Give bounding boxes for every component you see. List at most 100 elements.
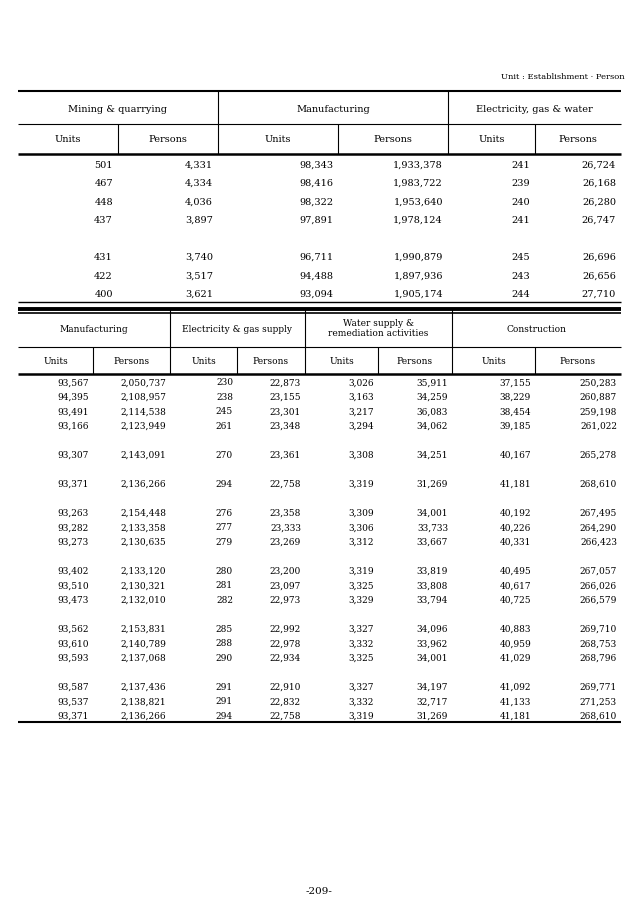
- Text: 23,348: 23,348: [270, 421, 301, 431]
- Text: 264,290: 264,290: [580, 523, 617, 532]
- Text: 93,491: 93,491: [58, 407, 89, 416]
- Text: 240: 240: [511, 198, 530, 207]
- Text: 40,167: 40,167: [499, 451, 531, 460]
- Text: Manufacturing: Manufacturing: [296, 105, 370, 115]
- Text: 261: 261: [216, 421, 233, 431]
- Text: 3,026: 3,026: [348, 378, 374, 387]
- Text: 40,959: 40,959: [499, 639, 531, 649]
- Text: 27,710: 27,710: [581, 290, 616, 299]
- Text: 93,282: 93,282: [58, 523, 89, 532]
- Text: 3,517: 3,517: [185, 272, 213, 281]
- Text: 244: 244: [511, 290, 530, 299]
- Text: 1,990,879: 1,990,879: [394, 253, 443, 262]
- Text: 3,163: 3,163: [348, 393, 374, 402]
- Text: 4,334: 4,334: [185, 179, 213, 188]
- Text: 2,143,091: 2,143,091: [120, 451, 166, 460]
- Text: 26,168: 26,168: [582, 179, 616, 188]
- Text: 266,579: 266,579: [580, 596, 617, 604]
- Text: Unit : Establishment · Person: Unit : Establishment · Person: [502, 73, 625, 81]
- Text: 268,610: 268,610: [580, 480, 617, 489]
- Text: 40,495: 40,495: [499, 566, 531, 576]
- Text: 93,593: 93,593: [58, 653, 89, 663]
- Text: 268,796: 268,796: [580, 653, 617, 663]
- Text: 267,495: 267,495: [580, 509, 617, 517]
- Text: 3,308: 3,308: [348, 451, 374, 460]
- Text: 259,198: 259,198: [580, 407, 617, 416]
- Text: 268,610: 268,610: [580, 711, 617, 721]
- Text: 26,656: 26,656: [582, 272, 616, 281]
- Text: 2,153,831: 2,153,831: [120, 625, 166, 634]
- Text: 36,083: 36,083: [417, 407, 448, 416]
- Text: 23,097: 23,097: [270, 581, 301, 590]
- Text: Persons: Persons: [114, 357, 150, 366]
- Text: 26,747: 26,747: [581, 216, 616, 225]
- Text: 422: 422: [94, 272, 113, 281]
- Text: 93,610: 93,610: [58, 639, 89, 649]
- Text: 437: 437: [94, 216, 113, 225]
- Text: 3,740: 3,740: [185, 253, 213, 262]
- Text: Persons: Persons: [374, 136, 412, 144]
- Text: Units: Units: [265, 136, 291, 144]
- Text: 3,332: 3,332: [349, 698, 374, 706]
- Text: 93,094: 93,094: [299, 290, 333, 299]
- Text: 266,423: 266,423: [580, 538, 617, 547]
- Text: 241: 241: [511, 161, 530, 170]
- Text: 93,587: 93,587: [58, 683, 89, 692]
- Text: 37,155: 37,155: [499, 378, 531, 387]
- Text: -209-: -209-: [305, 887, 332, 896]
- Text: 2,108,957: 2,108,957: [120, 393, 166, 402]
- Text: 34,197: 34,197: [417, 683, 448, 692]
- Text: 3,217: 3,217: [348, 407, 374, 416]
- Text: 276: 276: [216, 509, 233, 517]
- Text: 39,185: 39,185: [499, 421, 531, 431]
- Text: Units: Units: [55, 136, 81, 144]
- Text: 501: 501: [95, 161, 113, 170]
- Text: 3,306: 3,306: [348, 523, 374, 532]
- Text: 245: 245: [511, 253, 530, 262]
- Text: 291: 291: [216, 698, 233, 706]
- Text: 2,123,949: 2,123,949: [120, 421, 166, 431]
- Text: 41,092: 41,092: [500, 683, 531, 692]
- Text: 98,416: 98,416: [299, 179, 333, 188]
- Text: 2,130,635: 2,130,635: [120, 538, 166, 547]
- Text: 1,897,936: 1,897,936: [394, 272, 443, 281]
- Text: Manufacturing: Manufacturing: [59, 324, 128, 334]
- Text: Persons: Persons: [148, 136, 187, 144]
- Text: 98,343: 98,343: [299, 161, 333, 170]
- Text: 38,229: 38,229: [500, 393, 531, 402]
- Text: 3,621: 3,621: [185, 290, 213, 299]
- Text: 261,022: 261,022: [580, 421, 617, 431]
- Text: Electricity & gas supply: Electricity & gas supply: [183, 324, 293, 334]
- Text: 4,036: 4,036: [185, 198, 213, 207]
- Text: 23,301: 23,301: [270, 407, 301, 416]
- Text: 2,136,266: 2,136,266: [120, 480, 166, 489]
- Text: 40,192: 40,192: [500, 509, 531, 517]
- Text: 93,510: 93,510: [58, 581, 89, 590]
- Text: Persons: Persons: [560, 357, 596, 366]
- Text: 3,327: 3,327: [348, 683, 374, 692]
- Text: 3,325: 3,325: [348, 653, 374, 663]
- Text: Electricity, gas & water: Electricity, gas & water: [476, 105, 593, 115]
- Text: 26,724: 26,724: [581, 161, 616, 170]
- Text: 241: 241: [511, 216, 530, 225]
- Text: 41,181: 41,181: [499, 711, 531, 721]
- Text: 34,259: 34,259: [417, 393, 448, 402]
- Text: 270: 270: [216, 451, 233, 460]
- Text: 41,133: 41,133: [500, 698, 531, 706]
- Text: 2,050,737: 2,050,737: [120, 378, 166, 387]
- Text: Units: Units: [478, 136, 505, 144]
- Text: 1,953,640: 1,953,640: [394, 198, 443, 207]
- Text: 22,934: 22,934: [270, 653, 301, 663]
- Text: 2,140,789: 2,140,789: [120, 639, 166, 649]
- Text: 288: 288: [216, 639, 233, 649]
- Text: 22,973: 22,973: [270, 596, 301, 604]
- Text: 2,136,266: 2,136,266: [120, 711, 166, 721]
- Text: 2,114,538: 2,114,538: [120, 407, 166, 416]
- Text: 250,283: 250,283: [580, 378, 617, 387]
- Text: 400: 400: [95, 290, 113, 299]
- Text: 40,617: 40,617: [499, 581, 531, 590]
- Text: 93,263: 93,263: [58, 509, 89, 517]
- Text: Mining & quarrying: Mining & quarrying: [68, 105, 167, 115]
- Text: 98,322: 98,322: [299, 198, 333, 207]
- Text: 34,062: 34,062: [417, 421, 448, 431]
